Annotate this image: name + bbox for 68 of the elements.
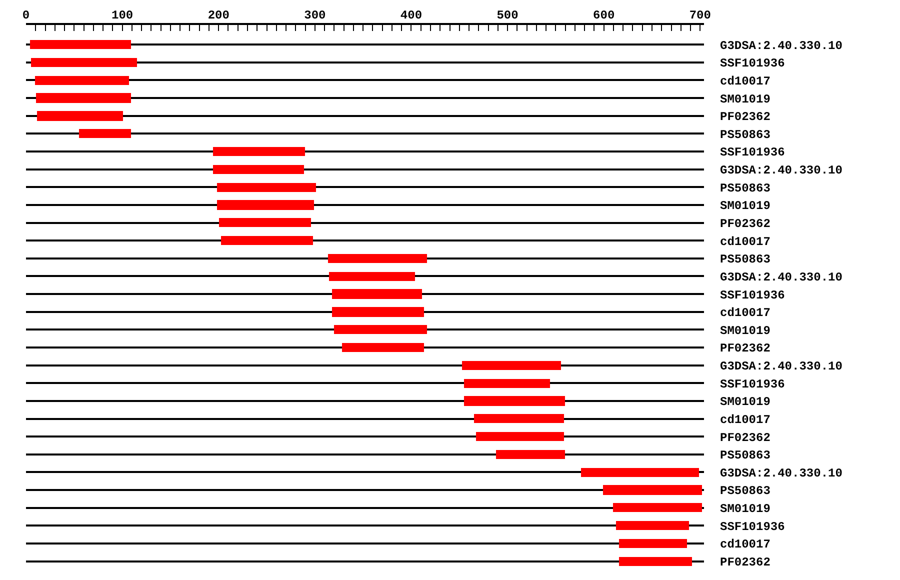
bar [31,58,137,67]
y-tick-label: SSF101936 [720,377,785,392]
bar [332,307,424,317]
y-tick-label: PS50863 [720,252,770,267]
y-tick-label: SSF101936 [720,288,785,302]
bar [603,485,702,495]
bar [616,521,689,530]
y-tick-label: PS50863 [720,448,770,463]
y-tick-label: SM01019 [720,395,770,410]
bar [213,165,304,174]
bar [221,236,313,245]
y-tick-label: G3DSA:2.40.330.10 [720,360,842,374]
y-tick-label: cd10017 [720,306,770,320]
bar [217,183,316,192]
y-tick-label: cd10017 [720,74,770,88]
x-tick-label: 200 [208,8,230,22]
y-tick-label: SM01019 [720,199,770,214]
bar [476,432,564,441]
y-tick-label: SSF101936 [720,520,785,534]
y-tick-label: SSF101936 [720,146,785,160]
bar [496,450,565,459]
y-tick-label: PS50863 [720,128,770,142]
bar [213,147,305,156]
bar [613,503,702,512]
y-tick-label: PF02362 [720,430,770,445]
y-tick-label: G3DSA:2.40.330.10 [720,38,842,53]
bar [30,40,131,49]
y-tick-label: PF02362 [720,556,770,570]
bar [464,396,565,406]
y-tick-label: PF02362 [720,342,770,356]
bar [334,325,427,334]
y-tick-label: SM01019 [720,324,770,338]
x-tick-label: 300 [304,8,326,22]
x-tick-label: 400 [400,8,422,22]
bar [328,254,427,263]
bar [619,557,692,566]
y-tick-label: SM01019 [720,92,770,106]
y-tick-label: cd10017 [720,412,770,427]
x-tick-label: 500 [496,8,518,22]
bar [581,468,699,477]
bar [462,361,561,370]
bar [36,93,131,103]
y-tick-label: SM01019 [720,502,770,516]
y-tick-label: cd10017 [720,538,770,552]
bar [217,200,314,210]
bar [37,111,123,121]
bar [79,129,131,138]
y-tick-label: PF02362 [720,110,770,124]
y-tick-label: PS50863 [720,181,770,196]
y-tick-label: G3DSA:2.40.330.10 [720,164,842,178]
bar [464,379,550,388]
x-tick-label: 700 [689,8,711,22]
bar [474,414,564,423]
x-tick-label: 600 [593,8,615,22]
bar [619,539,687,548]
bar [35,76,129,85]
y-tick-label: SSF101936 [720,56,785,71]
y-tick-label: PF02362 [720,216,770,231]
y-tick-label: PS50863 [720,484,770,498]
y-tick-label: G3DSA:2.40.330.10 [720,270,842,284]
x-tick-label: 100 [112,8,134,22]
bar [219,218,311,227]
bar [342,343,424,352]
y-tick-label: G3DSA:2.40.330.10 [720,466,842,480]
x-tick-label: 0 [22,8,30,22]
bar [332,289,422,299]
bar [329,272,415,281]
y-tick-label: cd10017 [720,234,770,249]
